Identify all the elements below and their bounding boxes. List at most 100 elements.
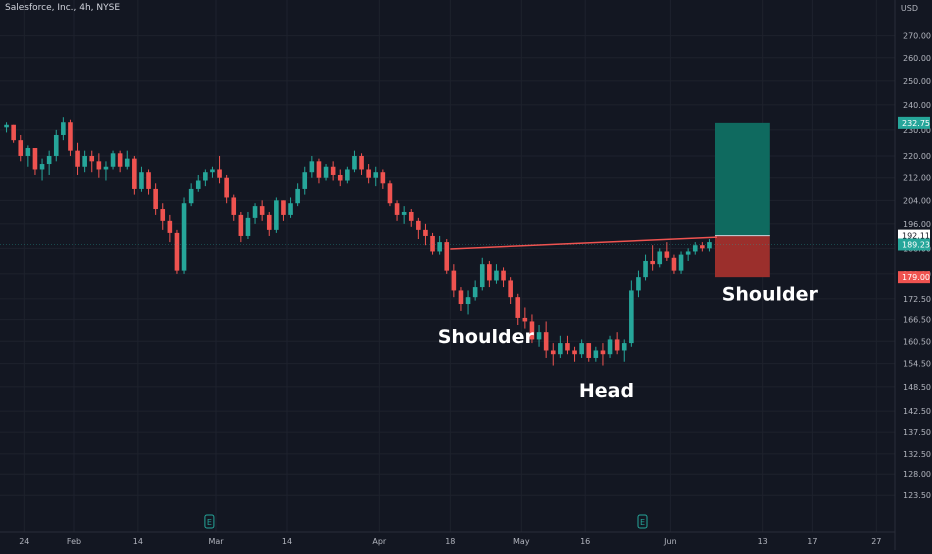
candle <box>565 335 570 355</box>
candle <box>536 325 542 347</box>
candle <box>550 343 556 366</box>
time-axis: E E 24 Feb 14 Mar 14 Apr 18 May 16 Jun 13 17 27 <box>0 514 895 546</box>
neckline[interactable] <box>450 236 718 250</box>
candle-body <box>430 235 435 252</box>
candle <box>224 174 229 204</box>
candle <box>394 200 400 221</box>
x-tick-label: 24 <box>19 537 29 546</box>
candle-body <box>572 350 577 355</box>
candle <box>629 280 634 347</box>
candle-body <box>664 251 670 258</box>
candle-body <box>529 321 535 340</box>
candle <box>146 169 151 195</box>
candle-body <box>124 158 130 167</box>
candle <box>61 117 66 141</box>
candle-body <box>167 220 173 233</box>
y-tick-label: 123.50 <box>903 491 931 500</box>
candle <box>345 166 350 184</box>
candle-body <box>707 242 712 249</box>
candle <box>302 166 308 195</box>
candle <box>330 161 336 181</box>
candle-body <box>274 200 279 230</box>
pattern-label[interactable]: Head <box>579 380 634 402</box>
candle-body <box>174 232 180 271</box>
currency-label: USD <box>900 4 918 13</box>
candle <box>529 314 535 344</box>
pattern-label[interactable]: Shoulder <box>438 326 535 348</box>
candle <box>472 280 478 301</box>
position-tool <box>715 122 770 278</box>
y-tick-label: 204.00 <box>903 196 931 205</box>
candle <box>25 145 31 167</box>
price-label-background <box>898 271 930 284</box>
candle <box>46 150 52 175</box>
candle <box>252 203 258 224</box>
earnings-icon-frame <box>204 514 215 529</box>
candle-body <box>337 174 343 181</box>
candle <box>401 206 407 224</box>
y-tick-label: 270.00 <box>903 32 931 41</box>
profit-zone[interactable] <box>715 122 770 236</box>
y-tick-label: 142.50 <box>903 407 931 416</box>
candle-body <box>217 169 222 178</box>
candle <box>572 346 577 362</box>
candle <box>522 307 528 329</box>
earnings-icon[interactable]: E <box>637 514 648 529</box>
candle-body <box>281 200 286 215</box>
candle-body <box>75 150 80 167</box>
candle <box>68 119 73 156</box>
candle <box>11 124 16 143</box>
candle <box>416 217 421 240</box>
candle <box>245 211 251 240</box>
candle <box>117 150 123 173</box>
price-label-badge: 179.00 <box>898 271 930 284</box>
candle-body <box>494 270 499 281</box>
candle-body <box>302 172 308 189</box>
candle-body <box>117 153 123 167</box>
price-axis: 270.00 260.00 250.00 240.00 230.00 220.00 212.… <box>894 0 931 550</box>
candle-body <box>316 161 322 178</box>
candle-body <box>600 350 606 355</box>
candle <box>437 235 442 255</box>
candle-body <box>238 214 244 236</box>
candle-body <box>96 161 102 170</box>
candle-body <box>18 140 24 156</box>
candle-body <box>458 290 464 305</box>
candle <box>621 339 627 362</box>
candle <box>188 183 194 207</box>
candle-body <box>203 172 208 181</box>
candle-body <box>579 343 584 355</box>
candle-body <box>408 211 414 221</box>
candle-body <box>565 343 570 351</box>
y-tick-label: 137.50 <box>903 428 931 437</box>
candle <box>458 287 464 311</box>
candle-body <box>387 183 393 204</box>
candle <box>479 257 485 291</box>
y-tick-label: 212.00 <box>903 174 931 183</box>
candle-body <box>373 172 379 178</box>
x-tick-label: 16 <box>580 537 590 546</box>
candle <box>678 251 684 274</box>
candle <box>153 183 158 215</box>
candle-body <box>352 155 357 170</box>
candle-body <box>245 217 251 236</box>
candle <box>664 242 670 261</box>
candle-body <box>61 122 66 135</box>
earnings-icon[interactable]: E <box>204 514 215 529</box>
candle <box>600 343 606 366</box>
candle <box>160 203 166 230</box>
y-tick-label: 230.00 <box>903 126 931 135</box>
candle <box>231 194 237 221</box>
candle <box>210 166 215 178</box>
candle-body <box>692 245 698 252</box>
candle <box>700 242 705 252</box>
candle <box>430 232 435 255</box>
loss-zone[interactable] <box>715 235 770 278</box>
candle <box>110 150 116 170</box>
candle-body <box>558 343 563 355</box>
pattern-label[interactable]: Shoulder <box>722 284 819 306</box>
candle-body <box>295 188 300 204</box>
candle <box>238 211 244 243</box>
